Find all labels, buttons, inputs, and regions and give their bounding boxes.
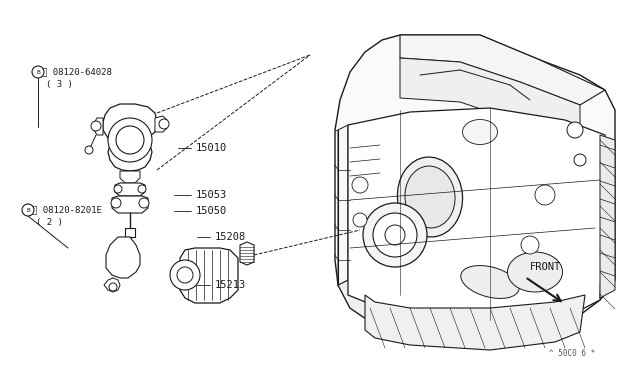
Polygon shape [104,278,120,292]
Polygon shape [155,116,167,132]
Circle shape [159,119,169,129]
Polygon shape [600,135,615,298]
Text: 15010: 15010 [196,143,227,153]
Polygon shape [240,242,254,265]
Ellipse shape [397,157,463,237]
Circle shape [139,198,149,208]
Circle shape [352,177,368,193]
Circle shape [567,122,583,138]
Polygon shape [125,228,135,237]
Ellipse shape [508,252,563,292]
Text: ( 2 ): ( 2 ) [36,218,63,227]
Polygon shape [112,196,148,213]
Polygon shape [365,295,585,350]
Circle shape [177,267,193,283]
Polygon shape [180,248,238,303]
Text: B: B [26,208,30,212]
Polygon shape [115,183,145,196]
Circle shape [521,236,539,254]
Text: Ⓑ 08120-64028: Ⓑ 08120-64028 [42,67,112,77]
Text: 15053: 15053 [196,190,227,200]
Circle shape [373,213,417,257]
Text: ^ 50C0 6 *: ^ 50C0 6 * [548,349,595,358]
Polygon shape [348,108,605,326]
Polygon shape [338,280,580,345]
Circle shape [116,126,144,154]
Circle shape [108,118,152,162]
Circle shape [85,146,93,154]
Polygon shape [338,125,348,285]
Circle shape [111,198,121,208]
Text: B: B [36,70,40,74]
Text: 15208: 15208 [215,232,246,242]
Polygon shape [400,35,605,105]
Circle shape [32,66,44,78]
Polygon shape [400,58,580,145]
Text: Ⓑ 08120-8201E: Ⓑ 08120-8201E [32,205,102,215]
Polygon shape [106,237,140,278]
Circle shape [109,283,117,291]
Text: ( 3 ): ( 3 ) [46,80,73,89]
Text: 15050: 15050 [196,206,227,216]
Ellipse shape [463,119,497,144]
Circle shape [170,260,200,290]
Circle shape [535,185,555,205]
Ellipse shape [461,266,519,298]
Circle shape [385,225,405,245]
Circle shape [138,185,146,193]
Polygon shape [335,35,615,345]
Circle shape [91,121,101,131]
Circle shape [353,213,367,227]
Polygon shape [120,171,140,183]
Circle shape [114,185,122,193]
Ellipse shape [405,166,455,228]
Text: 15213: 15213 [215,280,246,290]
Polygon shape [103,104,157,171]
Circle shape [574,154,586,166]
Text: FRONT: FRONT [530,262,561,272]
Polygon shape [94,118,103,135]
Circle shape [363,203,427,267]
Circle shape [22,204,34,216]
